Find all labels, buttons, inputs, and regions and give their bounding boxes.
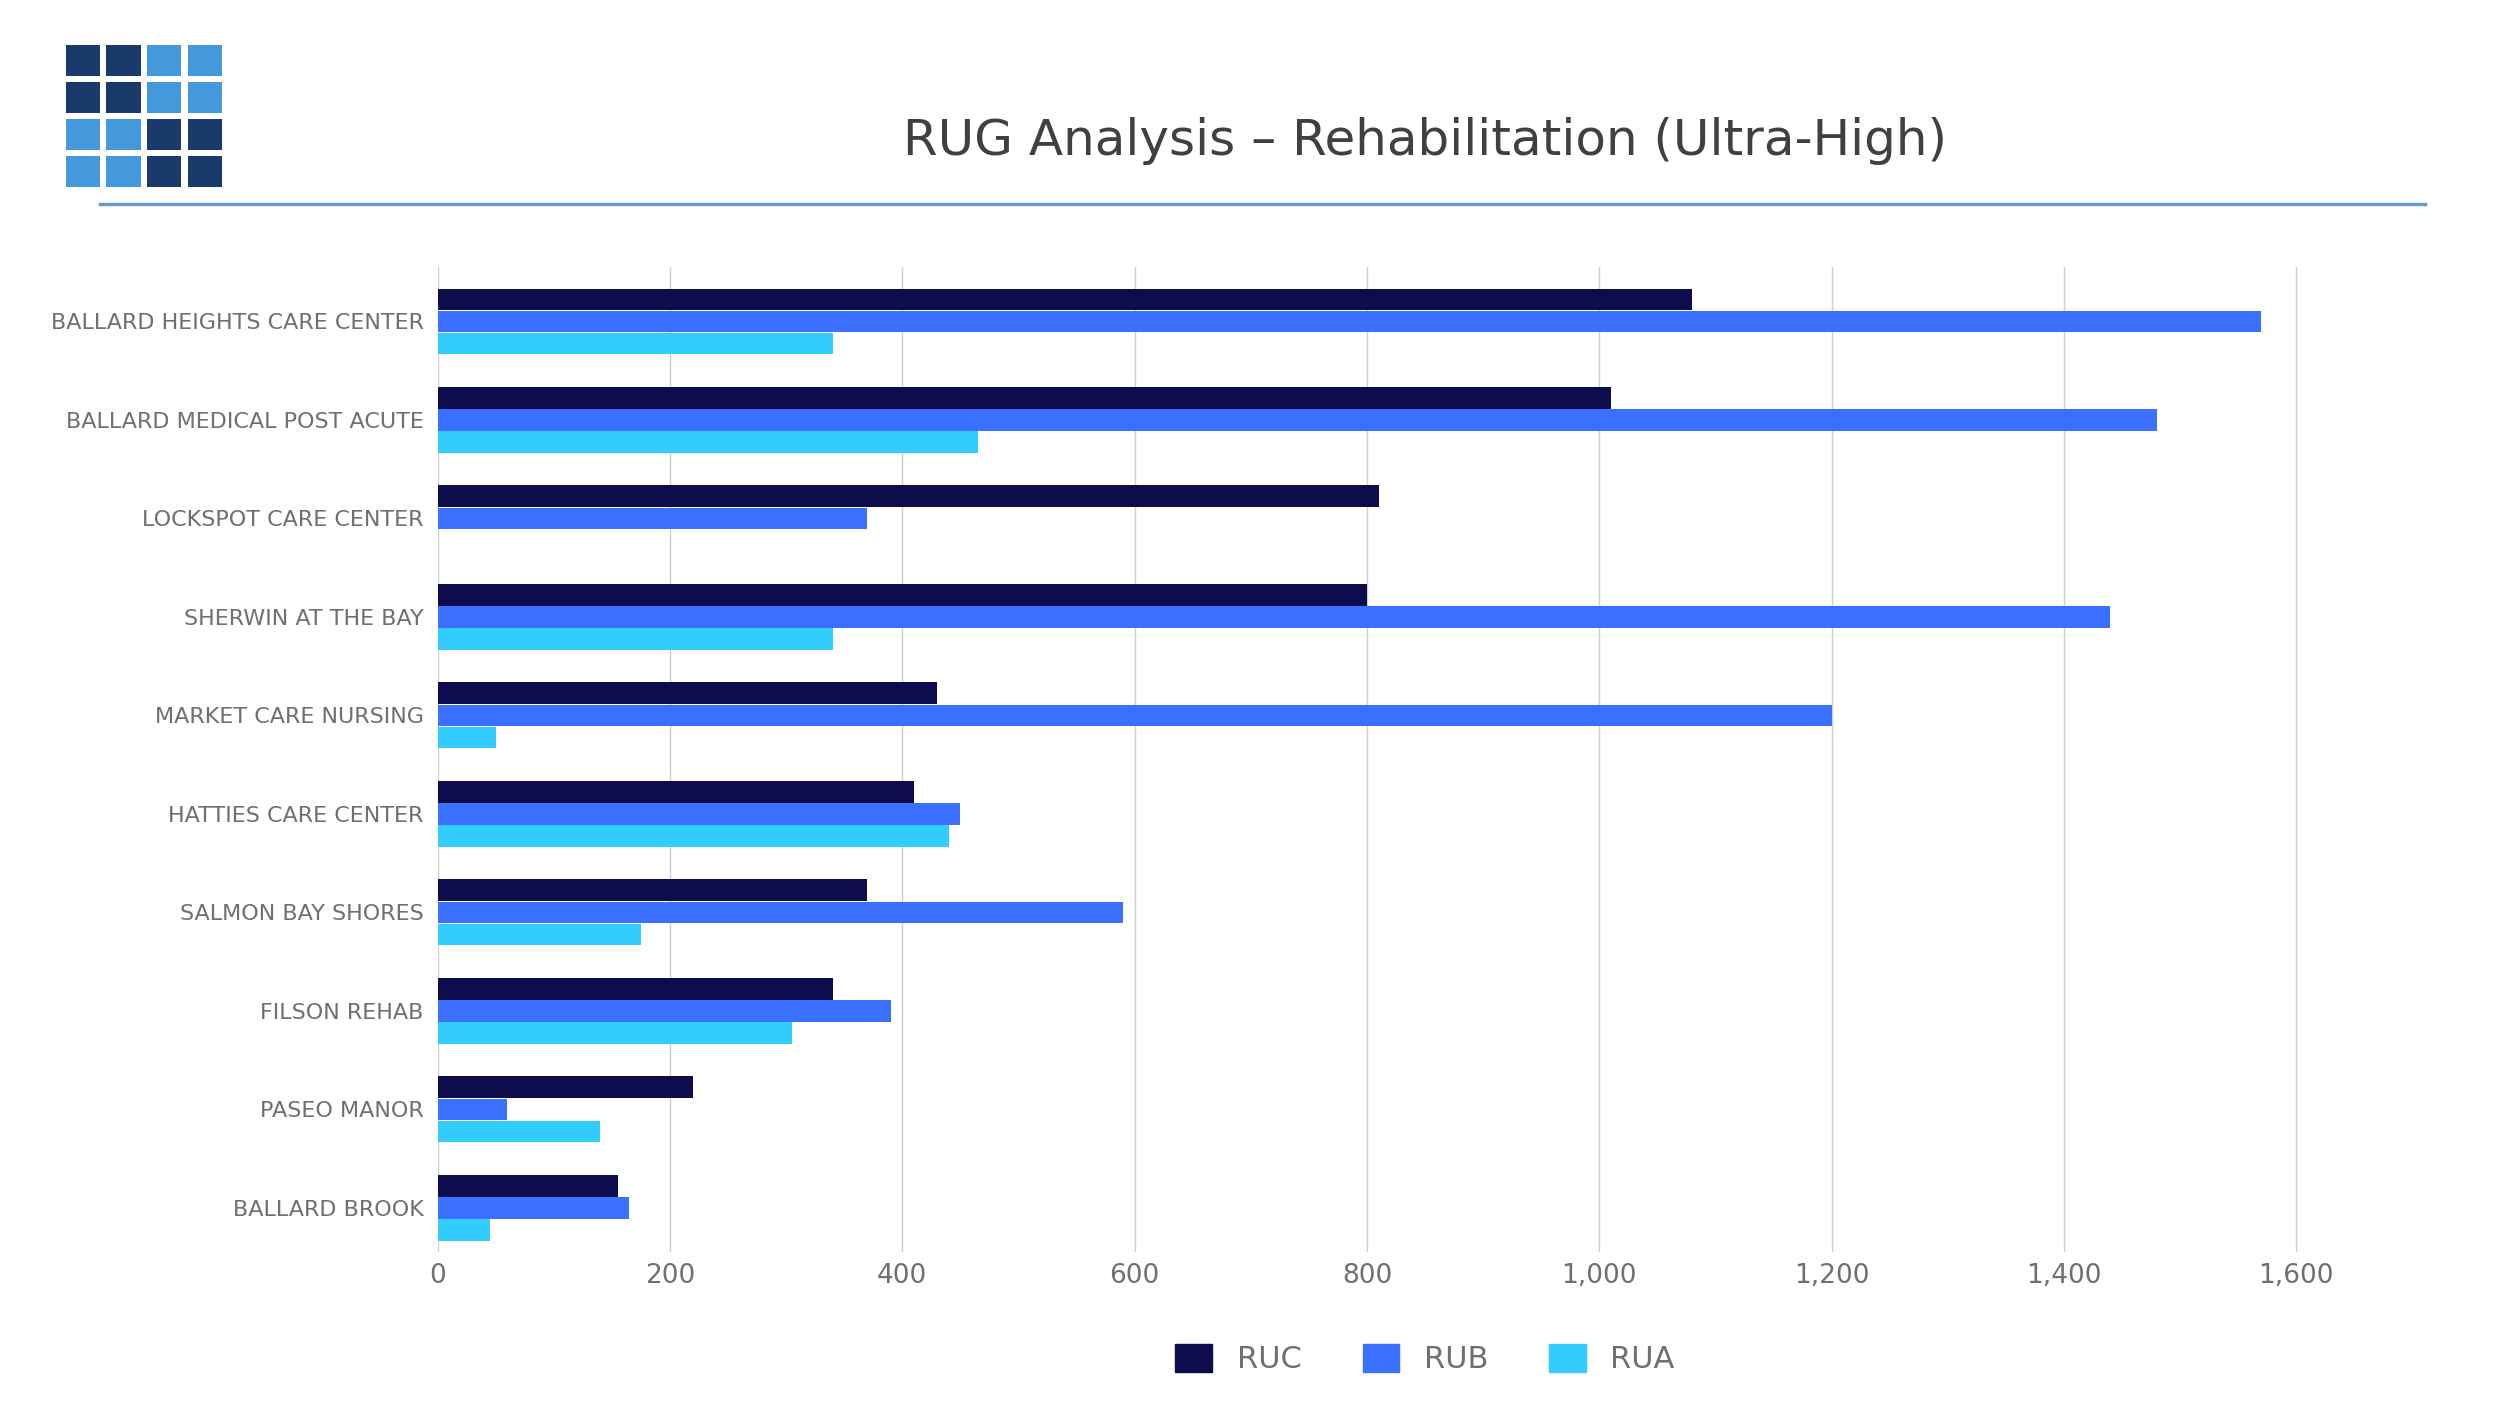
Bar [148, 45, 180, 76]
Bar [438, 485, 1378, 507]
Bar [438, 606, 2110, 628]
Bar [438, 1076, 693, 1097]
Bar [148, 82, 180, 113]
Bar [188, 156, 222, 187]
Bar [148, 120, 180, 151]
Bar [438, 978, 832, 999]
Bar [107, 82, 140, 113]
Bar [438, 1175, 618, 1196]
Bar [188, 82, 222, 113]
Bar [438, 727, 495, 749]
Bar [438, 902, 1122, 923]
Bar [438, 387, 1610, 408]
Bar [438, 705, 1833, 726]
Bar [148, 156, 180, 187]
Bar [438, 1121, 600, 1142]
Bar [65, 120, 100, 151]
Bar [107, 120, 140, 151]
Text: RUG Analysis – Rehabilitation (Ultra-High): RUG Analysis – Rehabilitation (Ultra-Hig… [902, 117, 1948, 165]
Bar [438, 781, 915, 802]
Bar [188, 120, 222, 151]
Bar [438, 1220, 490, 1241]
Bar [438, 826, 948, 847]
Bar [438, 682, 938, 704]
Bar [438, 803, 960, 825]
Bar [188, 45, 222, 76]
Bar [438, 1000, 890, 1021]
Bar [438, 879, 868, 900]
Bar [438, 333, 832, 355]
Bar [438, 629, 832, 650]
Bar [107, 156, 140, 187]
Bar [107, 45, 140, 76]
Bar [438, 1197, 630, 1218]
Bar [438, 311, 2262, 332]
Bar [438, 924, 640, 946]
Bar [438, 584, 1368, 605]
Bar [438, 288, 1692, 310]
Legend: RUC, RUB, RUA: RUC, RUB, RUA [1160, 1330, 1690, 1390]
Bar [438, 508, 868, 529]
Bar [438, 409, 2158, 431]
Bar [438, 432, 978, 453]
Bar [438, 1099, 508, 1120]
Bar [438, 1023, 792, 1044]
Bar [65, 82, 100, 113]
Bar [65, 45, 100, 76]
Bar [65, 156, 100, 187]
